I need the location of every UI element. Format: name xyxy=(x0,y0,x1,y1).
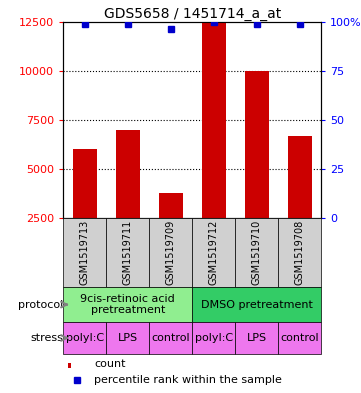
Text: control: control xyxy=(280,333,319,343)
Text: GSM1519710: GSM1519710 xyxy=(252,220,262,285)
Bar xyxy=(192,322,235,354)
Text: control: control xyxy=(151,333,190,343)
Bar xyxy=(68,363,71,368)
Bar xyxy=(63,287,192,322)
Bar xyxy=(149,322,192,354)
Bar xyxy=(106,218,149,287)
Text: stress: stress xyxy=(30,333,63,343)
Bar xyxy=(63,322,106,354)
Bar xyxy=(149,218,192,287)
Bar xyxy=(278,218,321,287)
Text: percentile rank within the sample: percentile rank within the sample xyxy=(94,375,282,385)
Text: polyI:C: polyI:C xyxy=(66,333,104,343)
Title: GDS5658 / 1451714_a_at: GDS5658 / 1451714_a_at xyxy=(104,7,281,20)
Bar xyxy=(159,193,183,218)
Text: GSM1519709: GSM1519709 xyxy=(166,220,176,285)
Text: polyI:C: polyI:C xyxy=(195,333,233,343)
Bar xyxy=(106,322,149,354)
Text: GSM1519712: GSM1519712 xyxy=(209,220,219,285)
Text: LPS: LPS xyxy=(247,333,267,343)
Text: LPS: LPS xyxy=(118,333,138,343)
Text: GSM1519708: GSM1519708 xyxy=(295,220,305,285)
Text: GSM1519713: GSM1519713 xyxy=(80,220,90,285)
Bar xyxy=(245,71,269,218)
Bar xyxy=(288,136,312,218)
Bar xyxy=(278,322,321,354)
Bar xyxy=(116,130,140,218)
Text: protocol: protocol xyxy=(18,299,63,310)
Bar xyxy=(63,218,106,287)
Text: 9cis-retinoic acid
pretreatment: 9cis-retinoic acid pretreatment xyxy=(81,294,175,315)
Bar xyxy=(73,149,96,218)
Bar xyxy=(192,287,321,322)
Text: DMSO pretreatment: DMSO pretreatment xyxy=(201,299,313,310)
Bar xyxy=(235,218,278,287)
Bar xyxy=(202,22,226,218)
Text: count: count xyxy=(94,358,126,369)
Bar xyxy=(235,322,278,354)
Bar xyxy=(192,218,235,287)
Text: GSM1519711: GSM1519711 xyxy=(123,220,133,285)
